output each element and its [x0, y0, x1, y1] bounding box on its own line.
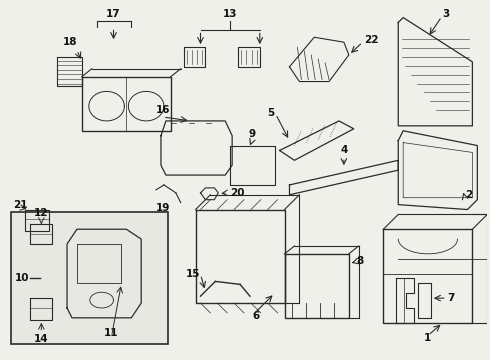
Text: 11: 11 — [104, 328, 119, 338]
Text: 14: 14 — [34, 334, 49, 343]
Text: 3: 3 — [443, 9, 450, 19]
Text: 13: 13 — [223, 9, 238, 19]
Text: 1: 1 — [424, 333, 432, 342]
Text: 8: 8 — [357, 256, 364, 266]
Text: 22: 22 — [364, 35, 378, 45]
Text: 21: 21 — [13, 199, 28, 210]
Text: 17: 17 — [106, 9, 121, 19]
Text: 19: 19 — [156, 203, 170, 212]
Text: 15: 15 — [186, 269, 200, 279]
FancyBboxPatch shape — [11, 212, 168, 345]
Text: 10: 10 — [15, 274, 29, 283]
Text: 16: 16 — [156, 105, 170, 115]
Text: 7: 7 — [448, 293, 455, 303]
Text: 2: 2 — [466, 190, 473, 200]
Text: 20: 20 — [230, 188, 245, 198]
Text: 18: 18 — [63, 37, 77, 47]
Text: 6: 6 — [252, 311, 259, 321]
Text: 5: 5 — [268, 108, 275, 118]
Text: 4: 4 — [340, 145, 347, 156]
Text: 12: 12 — [34, 208, 49, 219]
Text: 9: 9 — [248, 129, 255, 139]
